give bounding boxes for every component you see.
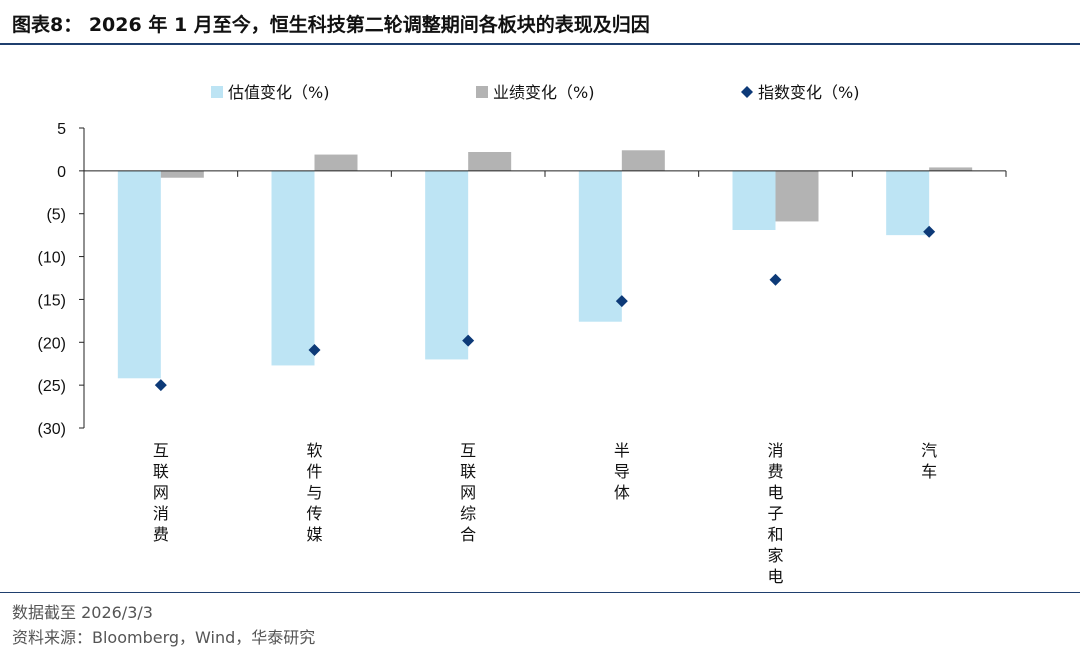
legend-marker-index <box>741 86 753 98</box>
bar-valuation <box>271 170 315 366</box>
plot-area: 5 0 (5) (10) (15) (20) (25) (30) 互联网消费 软件与传媒 互联网综合… <box>38 121 1007 586</box>
bar-valuation <box>578 170 622 322</box>
category-label: 消费电子和家电 <box>767 441 783 586</box>
bar-earnings <box>468 152 512 171</box>
category-label: 软件与传媒 <box>306 441 322 544</box>
bar-earnings <box>314 154 358 171</box>
source-note: 资料来源：Bloomberg，Wind，华泰研究 <box>12 628 316 647</box>
index-marker <box>769 273 782 286</box>
y-tick-label: (10) <box>38 250 66 267</box>
data-date-note: 数据截至 2026/3/3 <box>12 603 153 622</box>
legend-label-earnings: 业绩变化（%) <box>493 83 594 102</box>
category-label: 半导体 <box>614 441 630 502</box>
category-label: 互联网消费 <box>153 441 169 544</box>
y-tick-label: (25) <box>38 378 66 395</box>
chart: 估值变化（%) 业绩变化（%) 指数变化（%) 5 0 (5) (10) (15) (20… <box>38 83 1007 586</box>
legend-label-index: 指数变化（%) <box>758 83 859 102</box>
y-tick-label: (30) <box>38 421 66 438</box>
index-marker <box>462 334 475 347</box>
bar-earnings <box>929 167 973 171</box>
y-tick-label: 0 <box>57 164 66 181</box>
category-label: 互联网综合 <box>460 441 476 544</box>
legend-swatch-earnings <box>476 86 488 98</box>
bar-earnings <box>160 170 204 178</box>
bar-earnings <box>621 150 665 171</box>
y-tick-label: 5 <box>57 121 66 138</box>
y-tick-label: (5) <box>46 207 66 224</box>
bar-valuation <box>117 170 161 379</box>
index-marker <box>154 379 167 392</box>
bar-valuation <box>425 170 469 360</box>
y-tick-label: (20) <box>38 335 66 352</box>
bar-earnings <box>775 170 819 222</box>
category-label: 汽车 <box>921 441 937 481</box>
index-marker <box>923 225 936 238</box>
legend-swatch-valuation <box>211 86 223 98</box>
figure-title: 图表8： 2026 年 1 月至今，恒生科技第二轮调整期间各板块的表现及归因 <box>12 14 650 36</box>
index-marker <box>615 295 628 308</box>
y-tick-label: (15) <box>38 292 66 309</box>
bar-valuation <box>732 170 776 230</box>
top-rule <box>0 43 1080 45</box>
legend-label-valuation: 估值变化（%) <box>228 83 329 102</box>
bottom-rule <box>0 592 1080 593</box>
index-marker <box>308 344 321 356</box>
bar-valuation <box>886 170 930 236</box>
legend: 估值变化（%) 业绩变化（%) 指数变化（%) <box>211 83 859 102</box>
